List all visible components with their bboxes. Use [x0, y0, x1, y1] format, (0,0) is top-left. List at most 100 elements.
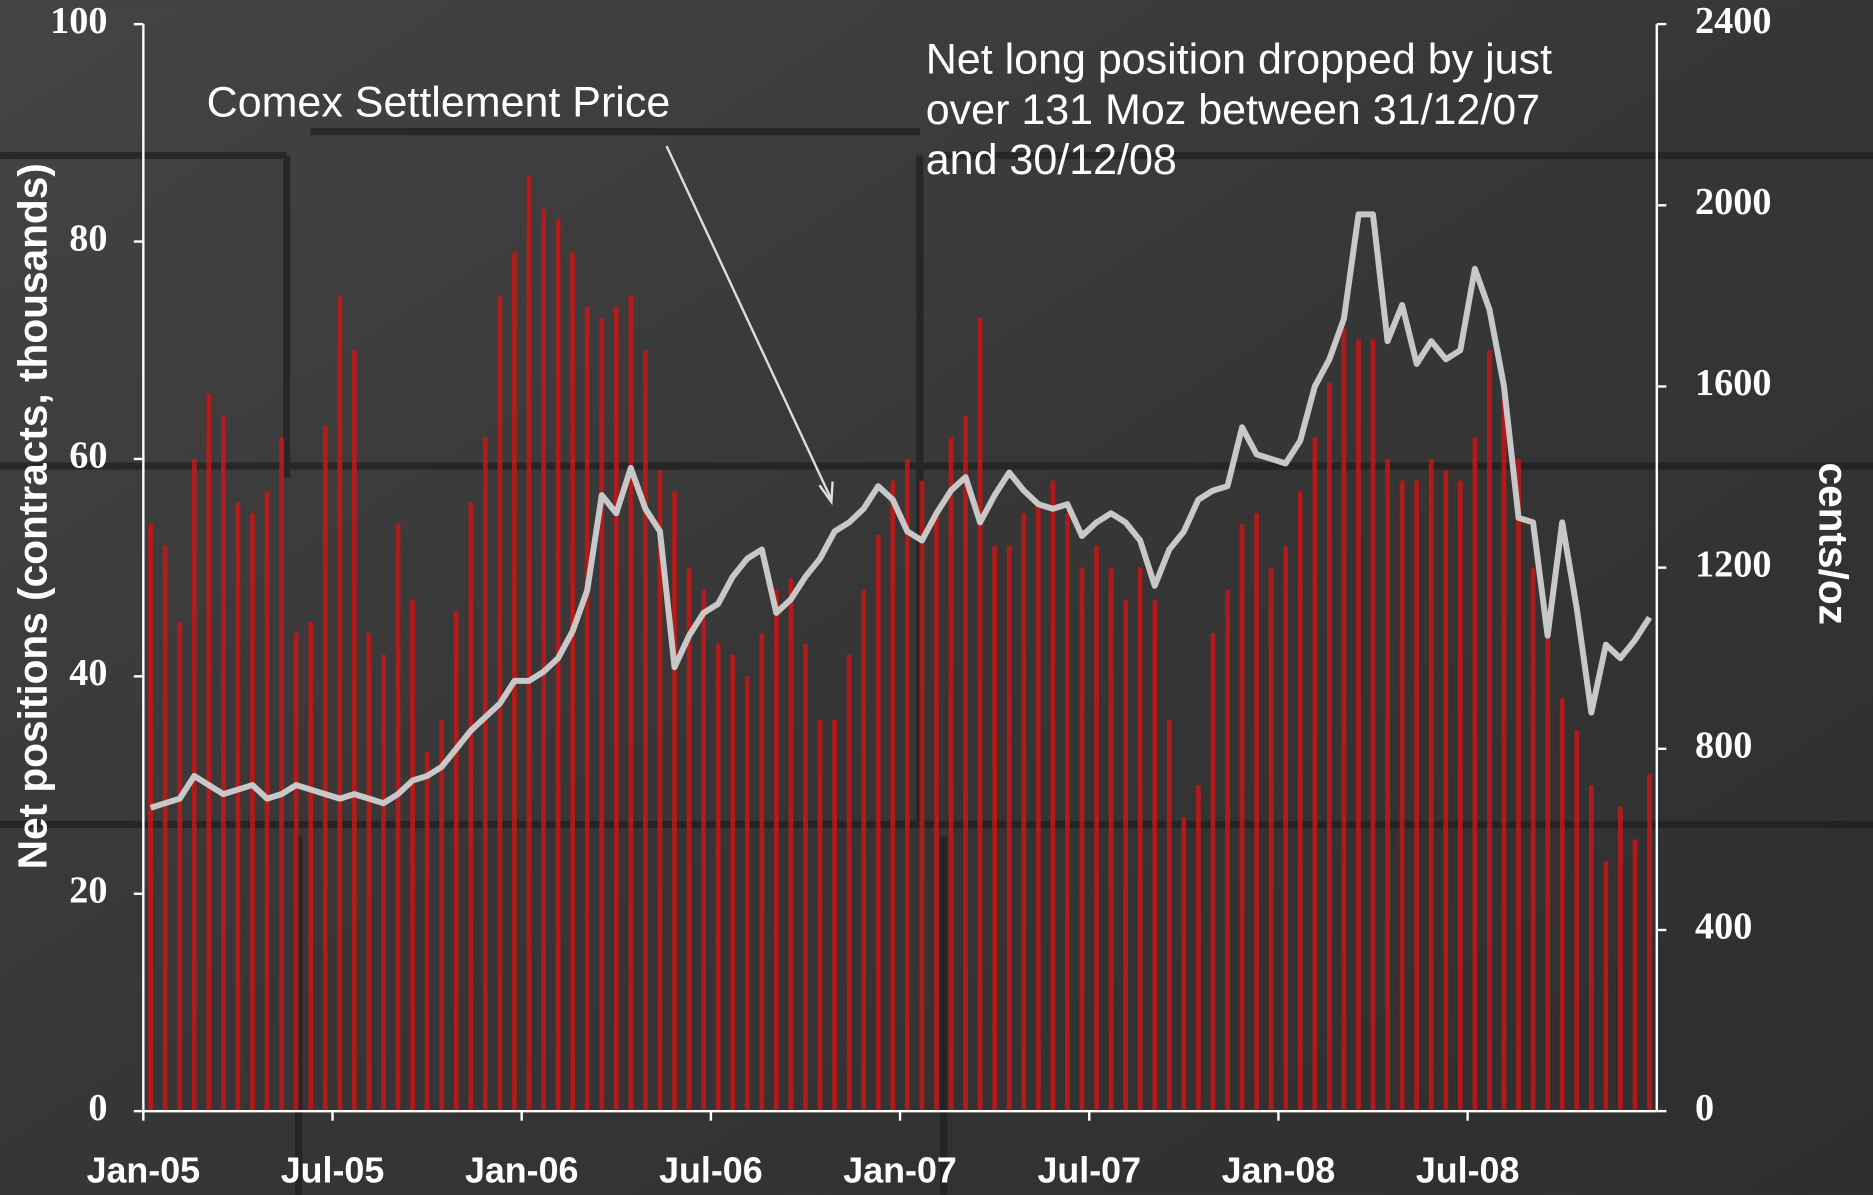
- x-tick-label: Jul-05: [281, 1151, 385, 1191]
- annotation: over 131 Moz between 31/12/07: [926, 86, 1540, 134]
- bar: [832, 719, 837, 1112]
- bar: [1152, 600, 1158, 1112]
- bar: [1414, 480, 1420, 1112]
- bar: [1137, 567, 1143, 1112]
- bar: [1196, 785, 1201, 1112]
- bar: [381, 654, 386, 1112]
- bar: [599, 317, 605, 1112]
- bar: [1225, 589, 1230, 1112]
- bar: [1632, 839, 1638, 1112]
- bar: [1356, 339, 1361, 1112]
- annotation: Comex Settlement Price: [207, 79, 671, 127]
- bar: [293, 632, 299, 1112]
- bar: [1647, 774, 1652, 1112]
- bar: [1035, 502, 1041, 1112]
- y-tick-label: 20: [69, 870, 107, 912]
- x-tick-label: Jul-07: [1037, 1151, 1141, 1191]
- bar: [1239, 524, 1245, 1112]
- bar: [948, 437, 954, 1112]
- bar: [1297, 491, 1303, 1112]
- y-tick-label: 60: [69, 435, 107, 477]
- bar: [322, 426, 328, 1112]
- x-tick-label: Jul-08: [1416, 1151, 1520, 1191]
- bar: [643, 350, 648, 1112]
- bar: [1108, 567, 1114, 1112]
- bar: [890, 480, 896, 1112]
- x-tick-label: Jan-07: [843, 1151, 957, 1191]
- bar: [919, 480, 925, 1112]
- bar: [148, 524, 154, 1112]
- y-tick-label: 100: [50, 0, 107, 42]
- y2-tick-label: 0: [1695, 1087, 1714, 1129]
- bar: [657, 469, 663, 1112]
- bar: [279, 437, 284, 1112]
- bar: [337, 295, 343, 1112]
- annotation: and 30/12/08: [926, 136, 1177, 184]
- bar: [1079, 567, 1085, 1112]
- bar: [351, 350, 357, 1112]
- bar: [1341, 328, 1347, 1112]
- bar: [235, 502, 241, 1112]
- y-tick-label: 80: [69, 217, 107, 259]
- bar: [1312, 437, 1318, 1112]
- bar: [220, 415, 226, 1112]
- bar: [395, 524, 401, 1112]
- bar: [570, 252, 576, 1112]
- bar: [162, 545, 168, 1112]
- bar: [963, 415, 968, 1112]
- bar: [1268, 567, 1274, 1112]
- bar: [482, 437, 488, 1112]
- bar: [1065, 513, 1070, 1112]
- bar: [555, 219, 561, 1112]
- bar: [788, 578, 794, 1112]
- bar: [1501, 393, 1507, 1112]
- bar: [1326, 382, 1332, 1112]
- bar: [992, 545, 998, 1112]
- bar: [1166, 719, 1172, 1112]
- bar: [817, 719, 823, 1112]
- bar: [1559, 698, 1565, 1112]
- bar: [206, 393, 212, 1112]
- bar: [1545, 621, 1551, 1112]
- bar: [803, 643, 808, 1112]
- y-tick-label: 0: [88, 1087, 107, 1129]
- bar: [613, 306, 619, 1112]
- bar: [1385, 458, 1390, 1112]
- y2-tick-label: 2000: [1695, 181, 1771, 223]
- bar: [773, 589, 779, 1112]
- bar: [875, 535, 881, 1112]
- bar: [1516, 458, 1521, 1112]
- bar: [1472, 437, 1478, 1112]
- bar: [715, 643, 721, 1112]
- x-tick-label: Jul-06: [659, 1151, 763, 1191]
- bar: [1021, 513, 1027, 1112]
- x-tick-label: Jan-05: [87, 1151, 201, 1191]
- bar: [366, 632, 372, 1112]
- bar: [1399, 480, 1405, 1112]
- bar: [1123, 600, 1129, 1112]
- bar: [1050, 480, 1056, 1112]
- x-tick-label: Jan-06: [465, 1151, 579, 1191]
- bar: [977, 317, 983, 1112]
- bar: [744, 676, 750, 1112]
- y2-axis-label: cents/oz: [1810, 463, 1856, 625]
- x-tick-label: Jan-08: [1222, 1151, 1336, 1191]
- y2-tick-label: 400: [1695, 906, 1752, 948]
- y2-tick-label: 800: [1695, 725, 1752, 767]
- bar: [526, 176, 532, 1112]
- bar: [1094, 545, 1099, 1112]
- y-tick-label: 40: [69, 652, 107, 694]
- bar: [1210, 632, 1216, 1112]
- bar: [1603, 861, 1609, 1112]
- bar: [701, 589, 706, 1112]
- bar: [1006, 545, 1012, 1112]
- price-line: [149, 211, 1653, 811]
- bar: [1283, 545, 1289, 1112]
- bar: [410, 600, 415, 1112]
- bar: [1530, 567, 1536, 1112]
- bar: [846, 654, 852, 1112]
- plot-area: 0 20 40 60 80 100 0 400 800 1200 1600 2000 2400 Jan-0…: [50, 0, 1771, 1191]
- bar: [250, 513, 255, 1112]
